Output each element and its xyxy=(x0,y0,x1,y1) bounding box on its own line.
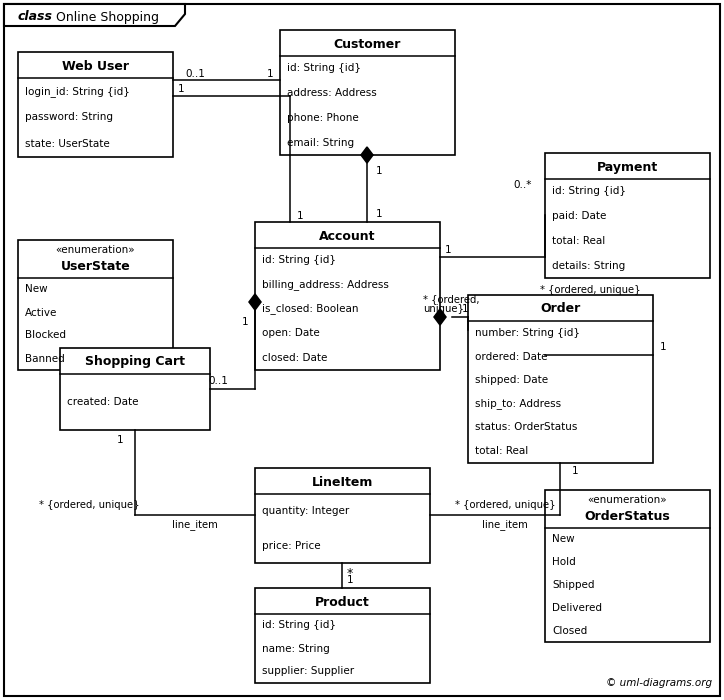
Text: name: String: name: String xyxy=(262,643,329,654)
Text: total: Real: total: Real xyxy=(475,446,529,456)
Text: «enumeration»: «enumeration» xyxy=(56,245,135,255)
Text: Online Shopping: Online Shopping xyxy=(52,10,159,24)
Text: Closed: Closed xyxy=(552,626,587,636)
Text: billing_address: Address: billing_address: Address xyxy=(262,279,389,290)
Text: Blocked: Blocked xyxy=(25,330,66,340)
Text: Account: Account xyxy=(319,230,376,242)
Bar xyxy=(255,222,440,370)
Text: details: String: details: String xyxy=(552,260,626,271)
Text: 1: 1 xyxy=(117,435,123,445)
Text: * {ordered, unique}: * {ordered, unique} xyxy=(455,500,555,510)
Text: 1: 1 xyxy=(376,209,382,219)
Text: open: Date: open: Date xyxy=(262,328,320,338)
Text: class: class xyxy=(18,10,53,24)
Text: line_item: line_item xyxy=(172,519,218,531)
Text: 1: 1 xyxy=(242,317,248,327)
Text: shipped: Date: shipped: Date xyxy=(475,375,548,385)
Text: Shopping Cart: Shopping Cart xyxy=(85,356,185,368)
Text: LineItem: LineItem xyxy=(312,475,373,489)
Text: Product: Product xyxy=(315,596,370,608)
Text: 1: 1 xyxy=(297,211,303,221)
Text: UserState: UserState xyxy=(61,260,130,272)
Text: 1: 1 xyxy=(445,245,451,255)
Text: OrderStatus: OrderStatus xyxy=(584,510,670,522)
Text: id: String {id}: id: String {id} xyxy=(262,620,336,631)
Text: *: * xyxy=(347,566,353,580)
Text: login_id: String {id}: login_id: String {id} xyxy=(25,85,130,97)
Text: unique}: unique} xyxy=(423,304,464,314)
Polygon shape xyxy=(361,147,373,163)
Text: 0..1: 0..1 xyxy=(208,376,228,386)
Text: email: String: email: String xyxy=(287,138,354,148)
Text: 1: 1 xyxy=(572,466,578,476)
Text: 1: 1 xyxy=(376,166,382,176)
Text: address: Address: address: Address xyxy=(287,88,376,98)
Bar xyxy=(60,348,210,430)
Text: phone: Phone: phone: Phone xyxy=(287,113,359,123)
Text: Customer: Customer xyxy=(334,38,401,50)
Text: New: New xyxy=(25,284,48,295)
Text: Web User: Web User xyxy=(62,60,129,73)
Text: status: OrderStatus: status: OrderStatus xyxy=(475,423,577,433)
Text: Shipped: Shipped xyxy=(552,580,594,590)
Text: «enumeration»: «enumeration» xyxy=(588,495,668,505)
Text: * {ordered,: * {ordered, xyxy=(423,294,479,304)
Text: supplier: Supplier: supplier: Supplier xyxy=(262,666,354,676)
Text: total: Real: total: Real xyxy=(552,236,605,246)
Bar xyxy=(255,468,430,563)
Text: New: New xyxy=(552,534,575,545)
Text: Delivered: Delivered xyxy=(552,603,602,612)
Text: 1: 1 xyxy=(660,342,666,352)
Text: id: String {id}: id: String {id} xyxy=(287,64,361,74)
Text: Payment: Payment xyxy=(597,160,658,174)
Text: created: Date: created: Date xyxy=(67,397,138,407)
Text: id: String {id}: id: String {id} xyxy=(262,256,336,265)
Text: * {ordered, unique}: * {ordered, unique} xyxy=(39,500,140,510)
Text: price: Price: price: Price xyxy=(262,540,321,551)
Bar xyxy=(18,240,173,370)
Bar xyxy=(545,490,710,642)
Text: password: String: password: String xyxy=(25,113,113,122)
Text: 1: 1 xyxy=(462,304,468,314)
Text: 1: 1 xyxy=(347,575,353,585)
Text: state: UserState: state: UserState xyxy=(25,139,110,149)
Text: 0..*: 0..* xyxy=(514,180,532,190)
Text: Hold: Hold xyxy=(552,557,576,567)
Text: © uml-diagrams.org: © uml-diagrams.org xyxy=(606,678,712,688)
Text: * {ordered, unique}: * {ordered, unique} xyxy=(540,285,641,295)
Bar xyxy=(280,30,455,155)
Polygon shape xyxy=(434,309,446,325)
Text: closed: Date: closed: Date xyxy=(262,353,327,363)
Text: quantity: Integer: quantity: Integer xyxy=(262,506,349,517)
Text: Banned: Banned xyxy=(25,354,64,363)
Text: ordered: Date: ordered: Date xyxy=(475,351,547,361)
Bar xyxy=(468,295,653,463)
Text: is_closed: Boolean: is_closed: Boolean xyxy=(262,304,358,314)
Text: Order: Order xyxy=(540,302,581,316)
Polygon shape xyxy=(4,4,185,26)
Text: id: String {id}: id: String {id} xyxy=(552,186,626,197)
Text: 1: 1 xyxy=(177,84,185,94)
Bar xyxy=(255,588,430,683)
Polygon shape xyxy=(249,294,261,310)
Text: 1: 1 xyxy=(266,69,274,79)
Text: number: String {id}: number: String {id} xyxy=(475,328,580,338)
Bar xyxy=(18,52,173,157)
Bar xyxy=(545,153,710,278)
Text: ship_to: Address: ship_to: Address xyxy=(475,398,561,409)
Text: line_item: line_item xyxy=(482,519,528,531)
Text: 0..1: 0..1 xyxy=(185,69,205,79)
Text: paid: Date: paid: Date xyxy=(552,211,607,221)
Text: Active: Active xyxy=(25,307,57,318)
